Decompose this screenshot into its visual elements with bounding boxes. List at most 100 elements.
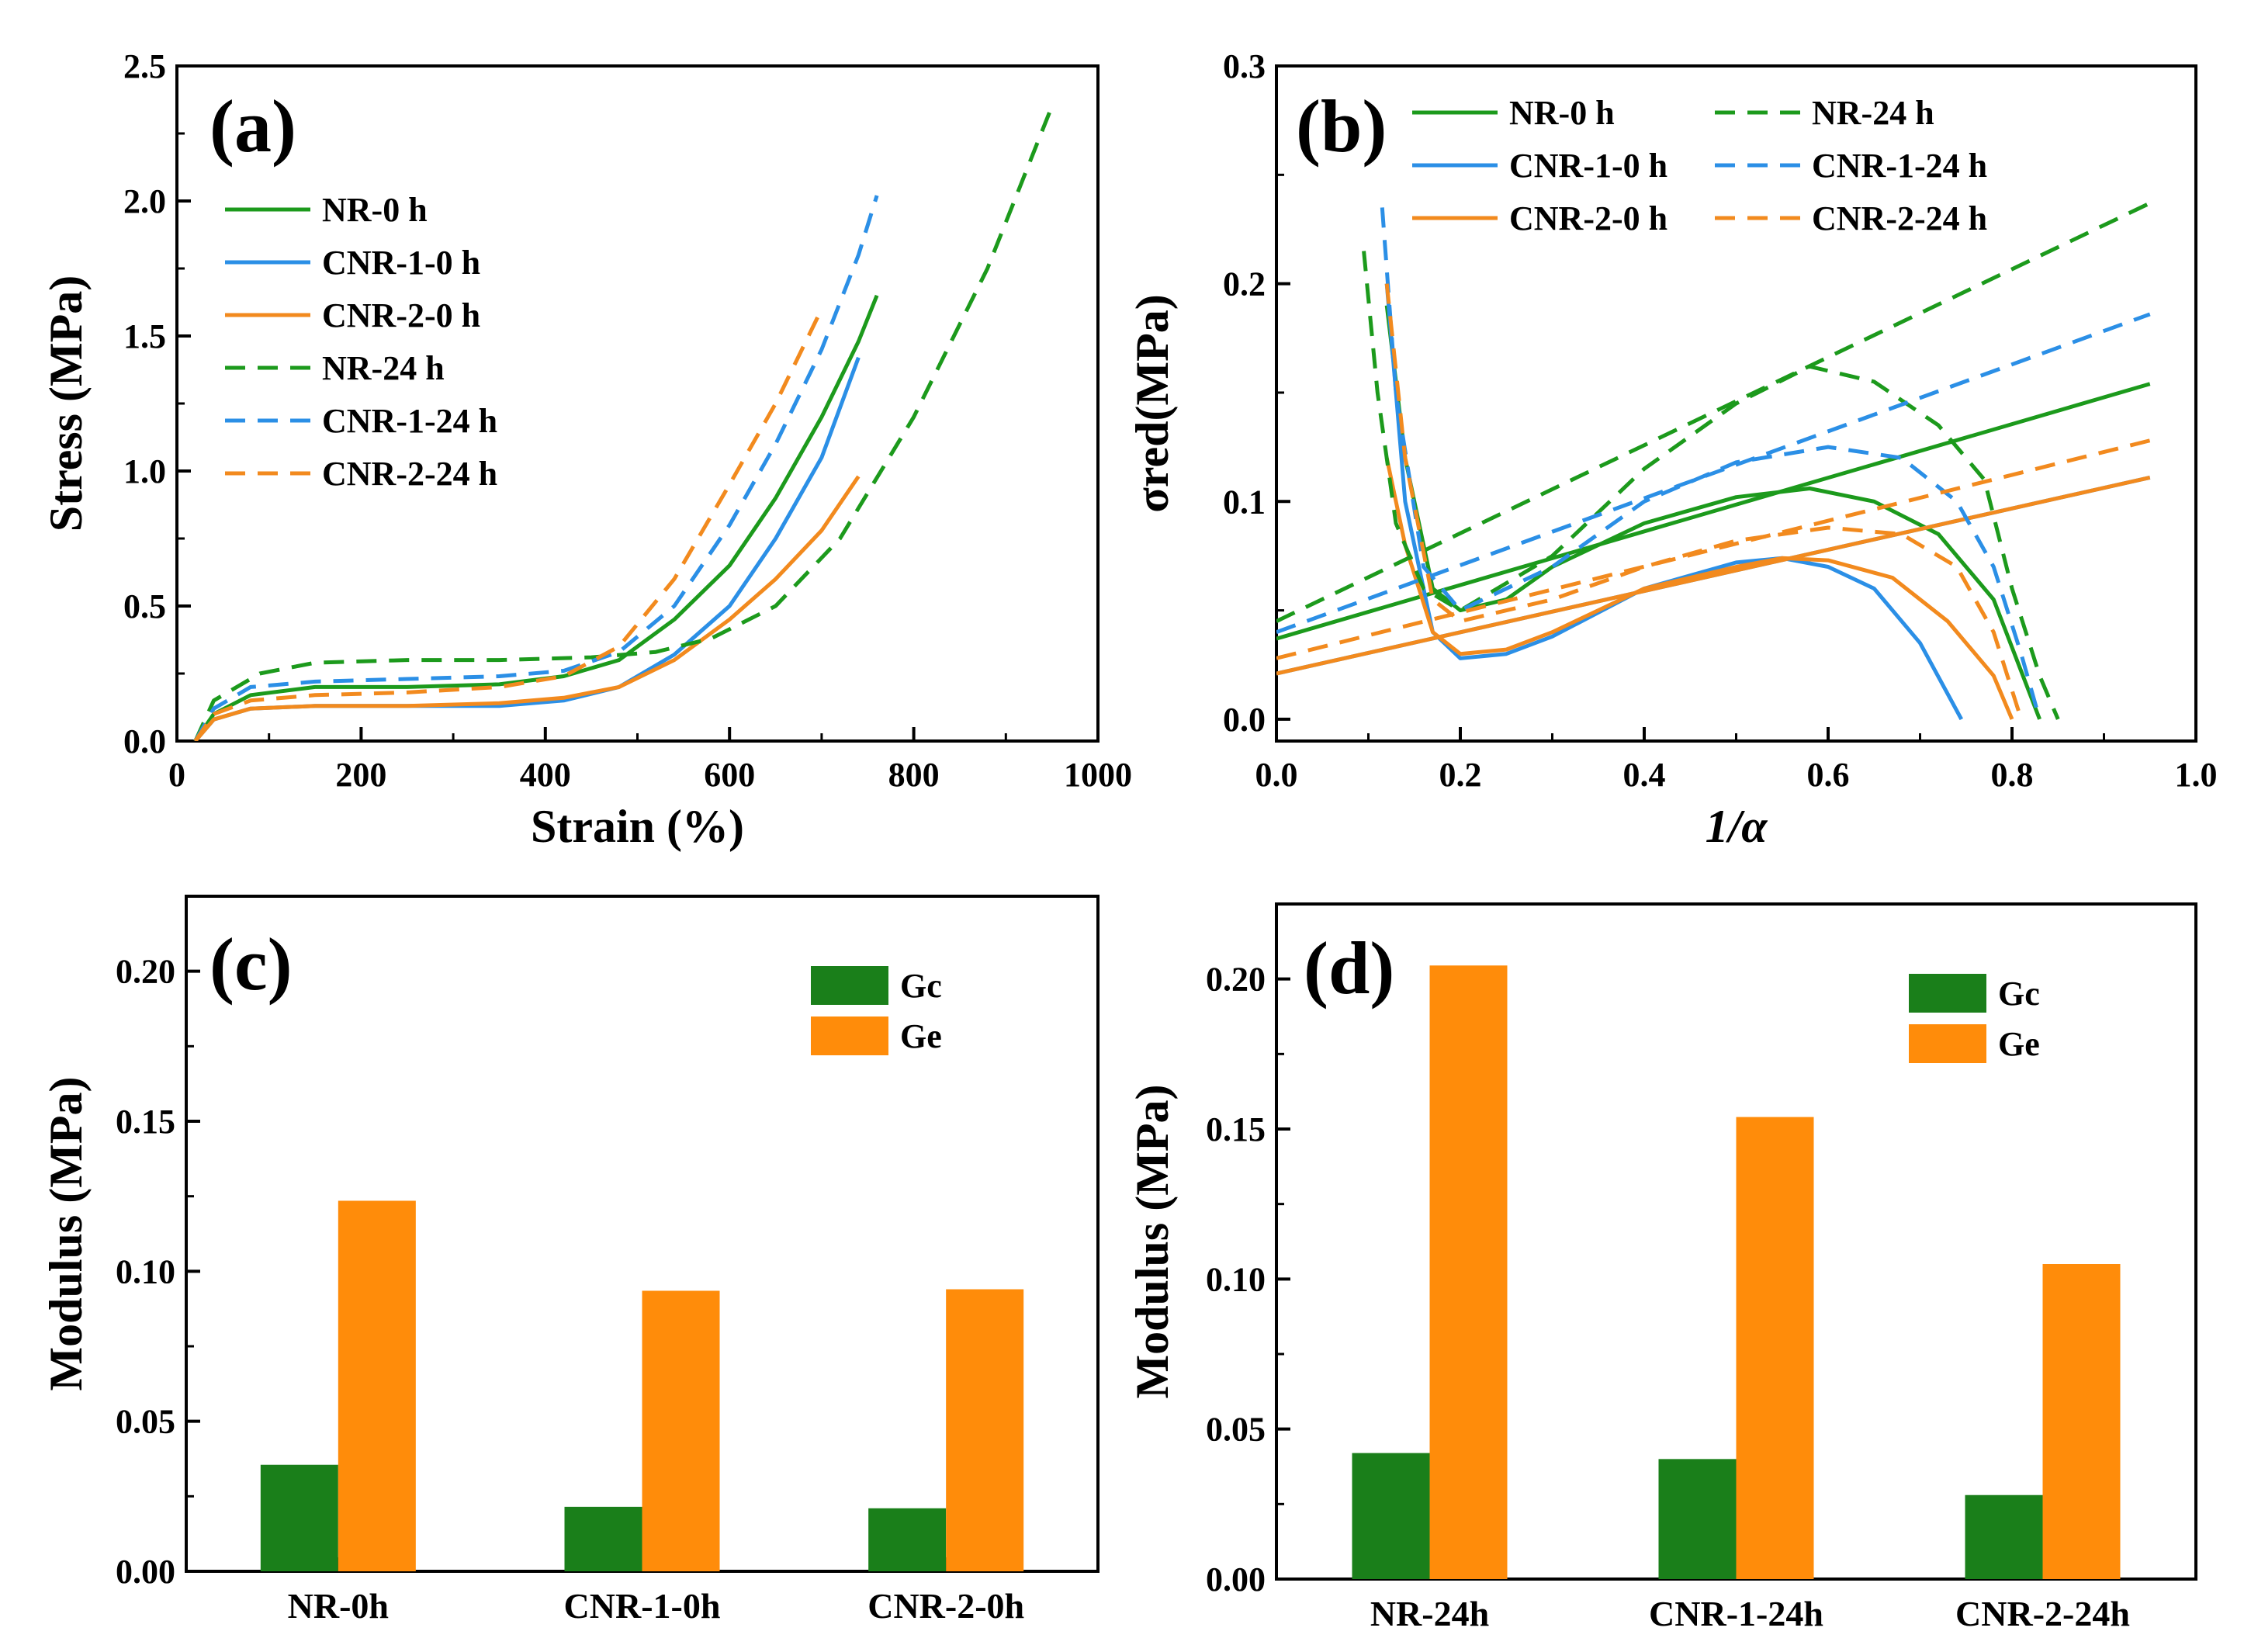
x-tick-label: 600 <box>704 756 755 794</box>
y-tick-label: 0.00 <box>1206 1560 1266 1598</box>
legend-label: Ge <box>900 1017 942 1055</box>
series-line-NR-24 h <box>1362 251 2060 720</box>
legend-swatch <box>1909 1024 1986 1063</box>
chart-panel-b: 0.0 0.1 0.2 0.3 σred(MPa) (b) 0.0 0.2 0.4 0.6 0.8 1… <box>1127 47 2218 852</box>
y-tick-label: 0.20 <box>116 953 175 991</box>
bar-Ge-NR-0h <box>338 1200 416 1571</box>
chart-panel-d: 0.00 0.05 0.10 0.15 0.20 Modulus (MPa) (d) NR-2… <box>1127 902 2197 1633</box>
x-tick-label: 0.2 <box>1439 756 1482 794</box>
y-tick-label: 0.05 <box>116 1403 175 1441</box>
category-label: CNR-1-0h <box>564 1586 721 1626</box>
y-tick-label: 0.05 <box>1206 1411 1266 1449</box>
y-axis-label: Modulus (MPa) <box>1127 1085 1178 1399</box>
x-tick-label: 1000 <box>1064 756 1132 794</box>
x-axis-label: Strain (%) <box>531 801 744 852</box>
legend-label: NR-0 h <box>322 191 428 229</box>
y-tick-label: 0.15 <box>1206 1110 1266 1148</box>
series-line-CNR-2-0 h <box>1384 457 2014 720</box>
legend-label: CNR-2-0 h <box>322 296 480 334</box>
legend-label: CNR-2-24 h <box>1812 199 1987 237</box>
series-line-CNR-1-24 h <box>1380 207 2042 720</box>
legend-swatch <box>811 1016 888 1055</box>
chart-panel-a: 0.0 0.5 1.0 1.5 2.0 2.5 Stress (MPa) (a) 0 200 400… <box>40 47 1132 852</box>
legend-label: Gc <box>1998 975 2040 1013</box>
legend-label: CNR-2-24 h <box>322 455 497 493</box>
y-tick-label: 0.2 <box>1223 265 1266 303</box>
y-tick-label: 0.3 <box>1223 47 1266 85</box>
bar-Ge-CNR-2-0h <box>946 1289 1024 1571</box>
bar-Gc-CNR-1-0h <box>564 1506 642 1571</box>
x-tick-label: 0.6 <box>1807 756 1850 794</box>
bar-Gc-CNR-2-24h <box>1965 1494 2043 1579</box>
series-line-CNR-1-0 h <box>193 356 861 741</box>
bar-Gc-NR-24h <box>1352 1453 1430 1579</box>
x-tick-label: 200 <box>335 756 386 794</box>
y-axis-label: σred(MPa) <box>1127 294 1178 512</box>
bar-Ge-NR-24h <box>1429 965 1508 1579</box>
series-line-CNR-2-0 h <box>193 475 861 741</box>
fit-line-CNR-2-24 h <box>1276 438 2151 660</box>
series-line-NR-24 h <box>193 106 1054 741</box>
y-tick-label: 0.10 <box>116 1252 175 1290</box>
x-tick-label: 0 <box>168 756 185 794</box>
x-tick-label: 0.8 <box>1991 756 2034 794</box>
legend-label: Gc <box>900 967 942 1005</box>
panel-label: (b) <box>1296 85 1387 168</box>
series-line-CNR-2-24 h <box>1384 283 2024 720</box>
legend-label: Ge <box>1998 1025 2040 1063</box>
category-label: NR-0h <box>288 1586 389 1626</box>
panel-label: (c) <box>210 923 293 1006</box>
bar-Ge-CNR-1-0h <box>642 1290 720 1571</box>
bar-Ge-CNR-1-24h <box>1736 1117 1814 1579</box>
x-tick-label: 800 <box>888 756 940 794</box>
legend-label: CNR-1-0 h <box>322 244 480 282</box>
fit-line-NR-24 h <box>1276 201 2151 623</box>
x-axis-label: 1/α <box>1706 801 1768 852</box>
y-tick-label: 0.5 <box>123 587 166 625</box>
fit-line-CNR-2-0 h <box>1276 475 2151 676</box>
legend-swatch <box>1909 974 1986 1013</box>
y-tick-label: 0.1 <box>1223 483 1266 521</box>
y-tick-label: 1.5 <box>123 317 166 355</box>
series-line-NR-0 h <box>193 294 879 741</box>
legend-label: NR-24 h <box>1812 94 1934 132</box>
legend-label: NR-24 h <box>322 349 445 387</box>
x-tick-label: 0.0 <box>1255 756 1298 794</box>
y-tick-label: 0.10 <box>1206 1260 1266 1298</box>
bar-Gc-CNR-1-24h <box>1658 1459 1737 1579</box>
legend-label: CNR-1-0 h <box>1509 147 1667 185</box>
y-axis-label: Stress (MPa) <box>40 275 92 532</box>
bar-Ge-CNR-2-24h <box>2042 1264 2121 1579</box>
y-tick-label: 2.0 <box>123 182 166 220</box>
bar-Gc-NR-0h <box>260 1464 338 1571</box>
y-tick-label: 0.20 <box>1206 961 1266 999</box>
legend-swatch <box>811 966 888 1005</box>
category-label: CNR-2-24h <box>1955 1594 2130 1633</box>
x-tick-label: 1.0 <box>2175 756 2218 794</box>
y-tick-label: 0.0 <box>1223 701 1266 739</box>
panel-label: (d) <box>1304 926 1394 1010</box>
x-tick-label: 400 <box>520 756 571 794</box>
x-tick-label: 0.4 <box>1623 756 1666 794</box>
y-tick-label: 0.00 <box>116 1553 175 1591</box>
legend-label: CNR-1-24 h <box>1812 147 1987 185</box>
legend-label: NR-0 h <box>1509 94 1615 132</box>
y-tick-label: 2.5 <box>123 47 166 85</box>
panel-label: (a) <box>210 85 296 168</box>
y-tick-label: 0.15 <box>116 1103 175 1141</box>
series-line-CNR-2-24 h <box>193 308 824 741</box>
category-label: CNR-2-0h <box>868 1586 1024 1626</box>
series-line-NR-0 h <box>1384 305 2041 720</box>
y-tick-label: 0.0 <box>123 722 166 760</box>
category-label: CNR-1-24h <box>1649 1594 1823 1633</box>
legend-label: CNR-1-24 h <box>322 402 497 440</box>
chart-panel-c: 0.00 0.05 0.10 0.15 0.20 Modulus (MPa) (c) NR-0… <box>40 895 1100 1626</box>
fit-line-CNR-1-24 h <box>1276 312 2151 635</box>
bar-Gc-CNR-2-0h <box>868 1508 947 1571</box>
y-axis-label: Modulus (MPa) <box>40 1077 92 1391</box>
plot-frame <box>175 64 1100 743</box>
category-label: NR-24h <box>1370 1594 1489 1633</box>
legend-label: CNR-2-0 h <box>1509 199 1667 237</box>
y-tick-label: 1.0 <box>123 452 166 490</box>
